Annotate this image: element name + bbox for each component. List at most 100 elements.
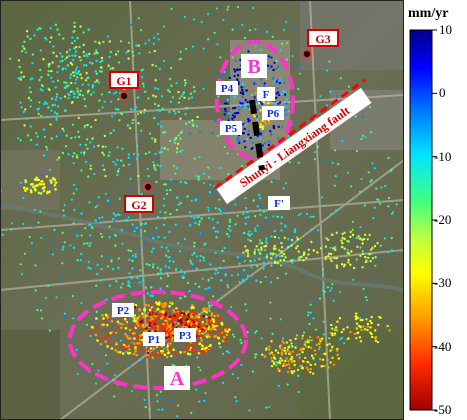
insar-point xyxy=(22,186,26,190)
insar-point xyxy=(84,160,88,164)
insar-point xyxy=(76,234,79,237)
insar-point xyxy=(335,266,339,269)
insar-point xyxy=(157,38,160,41)
insar-point xyxy=(24,51,28,54)
insar-point xyxy=(256,265,259,268)
insar-point xyxy=(273,244,276,248)
insar-point xyxy=(54,98,58,102)
insar-point xyxy=(186,352,190,356)
insar-point xyxy=(202,182,205,185)
insar-point xyxy=(309,215,312,218)
insar-point xyxy=(165,330,169,333)
insar-point xyxy=(59,97,62,100)
insar-point xyxy=(153,36,156,39)
insar-point xyxy=(106,265,109,268)
insar-point xyxy=(164,331,167,335)
insar-point xyxy=(243,127,246,131)
insar-point xyxy=(151,356,155,360)
insar-point xyxy=(133,337,136,340)
insar-point xyxy=(243,89,247,92)
insar-point xyxy=(173,109,176,113)
insar-point xyxy=(127,153,130,156)
insar-point xyxy=(263,120,267,123)
insar-point xyxy=(79,73,82,76)
insar-point xyxy=(120,113,124,116)
insar-point xyxy=(328,60,331,63)
insar-point xyxy=(183,271,186,275)
insar-point xyxy=(122,345,125,349)
insar-point xyxy=(61,262,64,265)
insar-point xyxy=(55,116,58,119)
insar-point xyxy=(239,102,242,105)
insar-point xyxy=(277,125,280,128)
insar-point xyxy=(329,289,332,292)
insar-point xyxy=(148,408,151,411)
insar-point xyxy=(303,343,306,346)
insar-point xyxy=(290,238,294,242)
insar-point xyxy=(152,327,156,330)
insar-point xyxy=(351,228,354,231)
point-label-p4: P4 xyxy=(216,81,238,95)
insar-point xyxy=(134,346,137,349)
insar-point xyxy=(20,71,23,74)
insar-point xyxy=(270,134,273,137)
insar-point xyxy=(199,334,202,337)
insar-point xyxy=(226,96,230,99)
insar-point xyxy=(261,127,264,131)
insar-point xyxy=(247,117,250,121)
insar-point xyxy=(159,328,162,332)
insar-point xyxy=(264,275,267,278)
insar-point xyxy=(239,91,242,94)
insar-point xyxy=(94,40,97,43)
insar-point xyxy=(48,329,51,332)
insar-point xyxy=(49,27,52,30)
insar-point xyxy=(29,105,32,108)
insar-point xyxy=(246,211,249,214)
insar-point xyxy=(391,249,394,252)
insar-point xyxy=(107,35,110,38)
insar-point xyxy=(139,334,142,337)
insar-point xyxy=(207,346,211,350)
insar-point xyxy=(74,71,77,74)
insar-point xyxy=(236,214,239,217)
insar-point xyxy=(285,357,288,360)
point-label-p6-text: P6 xyxy=(267,108,280,120)
insar-point xyxy=(109,50,113,54)
insar-point xyxy=(331,356,334,360)
insar-point xyxy=(156,308,159,311)
insar-point xyxy=(224,274,227,277)
insar-point xyxy=(36,309,39,312)
insar-point xyxy=(180,311,183,315)
insar-point xyxy=(283,236,287,240)
insar-point xyxy=(366,325,369,328)
insar-point xyxy=(114,53,118,56)
insar-point xyxy=(108,225,111,228)
insar-point xyxy=(77,93,81,96)
insar-point xyxy=(40,236,43,239)
insar-point xyxy=(114,214,117,217)
insar-point xyxy=(359,318,362,322)
insar-point xyxy=(223,99,226,102)
insar-point xyxy=(159,268,162,271)
insar-point xyxy=(156,266,159,269)
insar-point xyxy=(157,408,160,411)
insar-point xyxy=(259,78,263,81)
insar-point xyxy=(268,121,271,125)
insar-point xyxy=(159,210,162,214)
colorbar-gradient xyxy=(409,29,433,411)
insar-point xyxy=(207,206,210,209)
insar-point xyxy=(331,283,334,286)
insar-point xyxy=(225,326,229,329)
insar-point xyxy=(80,151,83,154)
insar-point xyxy=(108,55,111,59)
insar-point xyxy=(139,269,142,272)
insar-point xyxy=(279,344,283,347)
insar-point xyxy=(53,178,57,181)
insar-point xyxy=(207,166,210,169)
insar-point xyxy=(35,178,39,182)
insar-point xyxy=(258,242,261,245)
insar-point xyxy=(205,327,208,330)
insar-point xyxy=(49,123,52,126)
insar-point xyxy=(296,238,300,241)
insar-point xyxy=(142,242,146,245)
